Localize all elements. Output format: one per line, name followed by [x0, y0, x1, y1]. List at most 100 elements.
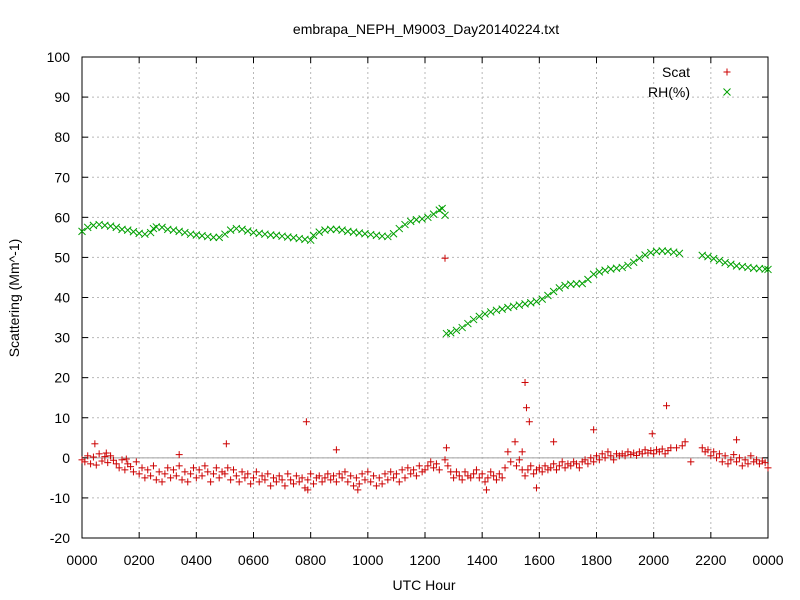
- data-point: [633, 451, 641, 459]
- y-tick-label: 50: [54, 249, 70, 265]
- data-point: [650, 450, 658, 458]
- data-point: [663, 402, 671, 410]
- y-tick-label: -10: [50, 490, 70, 506]
- data-point: [441, 254, 449, 262]
- data-point: [292, 472, 300, 480]
- data-point: [715, 256, 724, 265]
- legend-marker: [723, 68, 731, 76]
- data-point: [418, 215, 426, 223]
- data-point: [442, 444, 450, 452]
- data-point: [738, 462, 746, 470]
- data-point: [486, 308, 495, 316]
- data-point: [450, 474, 458, 482]
- data-point: [354, 486, 362, 494]
- data-point: [224, 464, 232, 472]
- data-point: [618, 263, 627, 272]
- data-point: [149, 462, 157, 470]
- data-point: [412, 472, 420, 480]
- data-point: [187, 470, 195, 478]
- data-point: [235, 478, 243, 486]
- data-point: [332, 478, 340, 486]
- x-tick-label: 0000: [66, 552, 97, 568]
- y-tick-label: 20: [54, 370, 70, 386]
- x-tick-label: 2000: [638, 552, 669, 568]
- data-point: [535, 464, 543, 472]
- x-tick-label: 0600: [238, 552, 269, 568]
- data-point: [555, 462, 563, 470]
- data-point: [627, 451, 635, 459]
- data-point: [678, 442, 686, 450]
- data-point: [452, 468, 460, 476]
- data-point: [123, 226, 132, 235]
- data-point: [121, 466, 129, 474]
- data-point: [648, 430, 656, 438]
- data-point: [455, 472, 463, 480]
- data-point: [232, 472, 240, 480]
- data-point: [102, 449, 110, 457]
- data-point: [641, 251, 649, 259]
- data-point: [552, 466, 560, 474]
- data-point: [252, 468, 260, 476]
- data-point: [629, 258, 638, 267]
- data-point: [164, 464, 172, 472]
- data-point: [438, 204, 447, 213]
- data-point: [481, 310, 489, 318]
- data-point: [161, 470, 169, 478]
- data-point: [358, 470, 366, 478]
- data-point: [704, 446, 712, 454]
- data-point: [395, 478, 403, 486]
- data-point: [226, 226, 235, 235]
- data-point: [518, 448, 526, 456]
- data-point: [215, 474, 223, 482]
- data-point: [395, 224, 404, 233]
- axis-ticks: [81, 56, 769, 539]
- data-point: [498, 474, 506, 482]
- y-tick-labels: -20 -10 0 10 20 30 40 50 60 70 80 90 100: [47, 49, 71, 546]
- data-point: [744, 460, 752, 468]
- data-point: [507, 458, 515, 466]
- data-point: [647, 447, 655, 455]
- data-point: [112, 460, 120, 468]
- data-point: [270, 474, 278, 482]
- data-point: [118, 456, 126, 464]
- data-point: [344, 478, 352, 486]
- data-point: [621, 452, 629, 460]
- data-point: [327, 476, 335, 484]
- data-point: [175, 451, 183, 459]
- data-point: [492, 476, 500, 484]
- data-point: [370, 472, 378, 480]
- data-point: [590, 458, 598, 466]
- data-point: [501, 464, 509, 472]
- data-point: [109, 456, 117, 464]
- data-point: [310, 480, 318, 488]
- data-point: [132, 458, 140, 466]
- data-point: [567, 462, 575, 470]
- data-point: [209, 470, 217, 478]
- data-point: [595, 456, 603, 464]
- data-point: [704, 252, 712, 261]
- data-point: [735, 454, 743, 462]
- data-point: [544, 291, 552, 300]
- series-layer: [78, 204, 772, 494]
- data-point: [435, 466, 443, 474]
- data-point: [761, 459, 769, 467]
- data-point: [258, 472, 266, 480]
- data-point: [287, 476, 295, 484]
- data-point: [384, 476, 392, 484]
- data-point: [272, 478, 280, 486]
- data-point: [495, 470, 503, 478]
- data-point: [264, 470, 272, 478]
- data-point: [355, 480, 363, 488]
- y-tick-label: -20: [50, 530, 70, 546]
- data-point: [372, 482, 380, 490]
- x-tick-label: 1000: [352, 552, 383, 568]
- data-point: [307, 470, 315, 478]
- data-point: [261, 476, 269, 484]
- data-point: [481, 478, 489, 486]
- data-point: [441, 211, 449, 220]
- data-point: [522, 404, 530, 412]
- data-point: [309, 231, 318, 240]
- data-point: [469, 315, 478, 324]
- data-point: [201, 462, 209, 470]
- data-point: [101, 453, 109, 461]
